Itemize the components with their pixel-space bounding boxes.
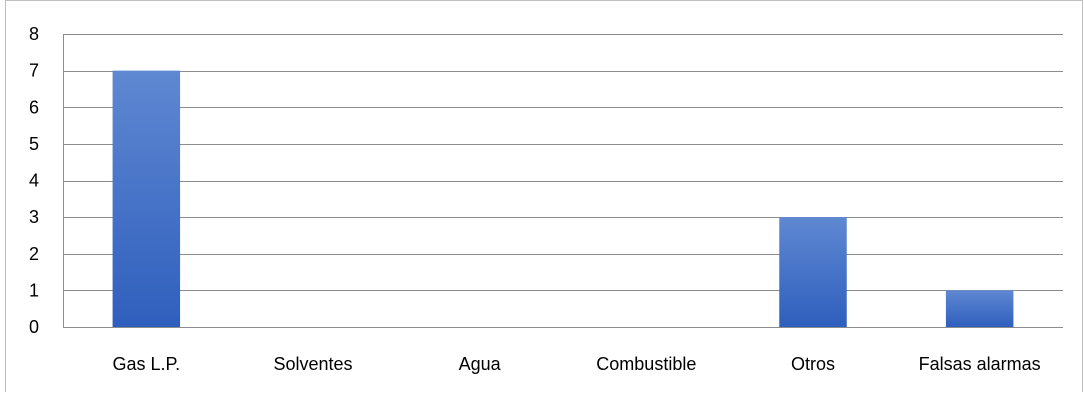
x-tick-label: Otros [791,354,835,374]
chart-frame [5,0,1083,392]
bars [112,70,1014,327]
x-tick-label: Falsas alarmas [919,354,1041,374]
y-tick-label: 8 [29,24,39,44]
bar-falsas-alarmas [945,290,1014,327]
y-tick-label: 1 [29,280,39,300]
x-tick-label: Agua [459,354,502,374]
x-tick-label: Combustible [596,354,696,374]
x-axis-ticks: Gas L.P. Solventes Agua Combustible Otros Fal… [112,354,1040,374]
y-axis-ticks: 0 1 2 3 4 5 6 7 8 [29,24,39,337]
bar-gas-l-p [112,70,181,327]
x-tick-label: Gas L.P. [112,354,180,374]
gridlines [63,34,1063,328]
bar-otros [779,217,847,327]
y-tick-label: 7 [29,61,39,81]
y-tick-label: 6 [29,97,39,117]
y-tick-label: 5 [29,134,39,154]
y-tick-label: 3 [29,207,39,227]
x-tick-label: Solventes [273,354,352,374]
y-tick-label: 4 [29,171,39,191]
y-tick-label: 2 [29,244,39,264]
y-tick-label: 0 [29,317,39,337]
